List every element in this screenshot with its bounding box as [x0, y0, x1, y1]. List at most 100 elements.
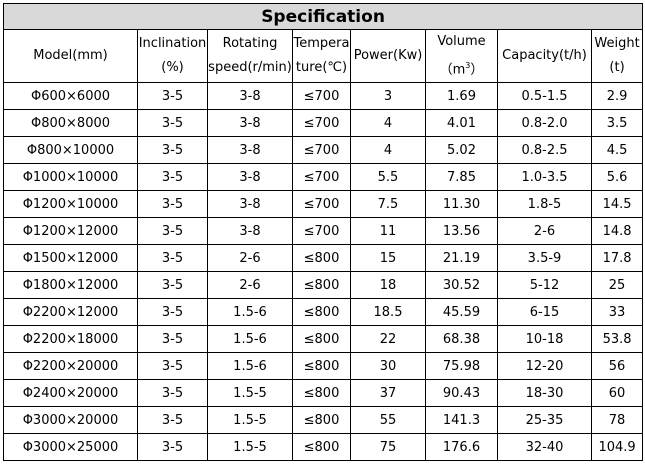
cell-rotating-speed: 3-8 — [207, 163, 293, 192]
cell-model: Φ2200×18000 — [3, 325, 138, 354]
cell-temperature: ≤800 — [292, 298, 351, 327]
cell-weight: 2.9 — [590, 82, 644, 111]
cell-weight: 25 — [590, 271, 644, 300]
cell-model: Φ1200×12000 — [3, 217, 138, 246]
cell-temperature: ≤700 — [292, 82, 351, 111]
cell-volume: 4.01 — [425, 109, 498, 138]
header-model: Model(mm) — [3, 28, 138, 84]
cell-rotating-speed: 1.5-5 — [207, 406, 293, 435]
cell-volume: 1.69 — [425, 82, 498, 111]
cell-inclination: 3-5 — [137, 217, 208, 246]
cell-capacity: 1.0-3.5 — [497, 163, 592, 192]
cell-inclination: 3-5 — [137, 379, 208, 408]
cell-rotating-speed: 3-8 — [207, 217, 293, 246]
cell-inclination: 3-5 — [137, 433, 208, 462]
cell-temperature: ≤800 — [292, 406, 351, 435]
cell-rotating-speed: 3-8 — [207, 190, 293, 219]
cell-volume: 90.43 — [425, 379, 498, 408]
cell-weight: 56 — [590, 352, 644, 381]
cell-model: Φ800×10000 — [3, 136, 138, 165]
cell-weight: 5.6 — [590, 163, 644, 192]
cell-capacity: 0.8-2.0 — [497, 109, 592, 138]
volume-unit-close: ） — [470, 62, 484, 78]
title-row: Specification — [2, 3, 644, 30]
header-rotating-line2: speed(r/min) — [208, 60, 292, 76]
volume-unit-exponent: 3 — [465, 61, 471, 70]
header-inclination-line2: (%) — [161, 60, 184, 76]
cell-weight: 104.9 — [590, 433, 644, 462]
cell-volume: 176.6 — [425, 433, 498, 462]
cell-model: Φ2200×20000 — [3, 352, 138, 381]
header-weight-line2: (t) — [609, 60, 625, 76]
cell-inclination: 3-5 — [137, 325, 208, 354]
table-row: Φ1000×10000 3-5 3-8 ≤700 5.5 7.85 1.0-3.5 5.6 — [3, 163, 644, 192]
cell-inclination: 3-5 — [137, 109, 208, 138]
cell-capacity: 18-30 — [497, 379, 592, 408]
header-temperature-line1: Tempera — [293, 36, 350, 52]
cell-power: 55 — [350, 406, 426, 435]
table-row: Φ2200×20000 3-5 1.5-6 ≤800 30 75.98 12-20 56 — [3, 352, 644, 381]
cell-temperature: ≤700 — [292, 136, 351, 165]
cell-rotating-speed: 3-8 — [207, 109, 293, 138]
cell-power: 7.5 — [350, 190, 426, 219]
cell-volume: 68.38 — [425, 325, 498, 354]
cell-volume: 75.98 — [425, 352, 498, 381]
cell-weight: 33 — [590, 298, 644, 327]
cell-capacity: 0.8-2.5 — [497, 136, 592, 165]
cell-model: Φ2200×12000 — [3, 298, 138, 327]
cell-capacity: 32-40 — [497, 433, 592, 462]
table-title: Specification — [2, 3, 644, 30]
cell-temperature: ≤800 — [292, 271, 351, 300]
cell-temperature: ≤800 — [292, 433, 351, 462]
cell-weight: 14.5 — [590, 190, 644, 219]
cell-capacity: 5-12 — [497, 271, 592, 300]
cell-power: 37 — [350, 379, 426, 408]
header-temperature-line2: ture(℃) — [295, 60, 348, 76]
header-inclination: Inclination (%) — [137, 28, 208, 84]
cell-power: 4 — [350, 109, 426, 138]
table-row: Φ1200×10000 3-5 3-8 ≤700 7.5 11.30 1.8-5 14.5 — [3, 190, 644, 219]
header-weight-line1: Weight — [594, 36, 640, 52]
cell-volume: 30.52 — [425, 271, 498, 300]
cell-temperature: ≤800 — [292, 325, 351, 354]
cell-model: Φ1500×12000 — [3, 244, 138, 273]
cell-inclination: 3-5 — [137, 190, 208, 219]
cell-rotating-speed: 3-8 — [207, 136, 293, 165]
cell-rotating-speed: 2-6 — [207, 244, 293, 273]
table-row: Φ2200×18000 3-5 1.5-6 ≤800 22 68.38 10-18 53.8 — [3, 325, 644, 354]
cell-model: Φ600×6000 — [3, 82, 138, 111]
table-row: Φ1500×12000 3-5 2-6 ≤800 15 21.19 3.5-9 17.8 — [3, 244, 644, 273]
cell-rotating-speed: 1.5-6 — [207, 325, 293, 354]
cell-capacity: 6-15 — [497, 298, 592, 327]
cell-rotating-speed: 2-6 — [207, 271, 293, 300]
cell-volume: 141.3 — [425, 406, 498, 435]
header-power: Power(Kw) — [350, 28, 426, 84]
cell-power: 18 — [350, 271, 426, 300]
cell-capacity: 0.5-1.5 — [497, 82, 592, 111]
cell-weight: 14.8 — [590, 217, 644, 246]
cell-power: 11 — [350, 217, 426, 246]
cell-weight: 60 — [590, 379, 644, 408]
cell-volume: 45.59 — [425, 298, 498, 327]
cell-rotating-speed: 1.5-5 — [207, 379, 293, 408]
cell-model: Φ800×8000 — [3, 109, 138, 138]
cell-inclination: 3-5 — [137, 136, 208, 165]
cell-model: Φ1200×10000 — [3, 190, 138, 219]
table-row: Φ3000×25000 3-5 1.5-5 ≤800 75 176.6 32-40 104.9 — [3, 433, 644, 462]
cell-model: Φ1000×10000 — [3, 163, 138, 192]
cell-capacity: 2-6 — [497, 217, 592, 246]
table-row: Φ3000×20000 3-5 1.5-5 ≤800 55 141.3 25-35 78 — [3, 406, 644, 435]
cell-temperature: ≤700 — [292, 190, 351, 219]
cell-power: 18.5 — [350, 298, 426, 327]
table-row: Φ2200×12000 3-5 1.5-6 ≤800 18.5 45.59 6-15 33 — [3, 298, 644, 327]
cell-temperature: ≤800 — [292, 244, 351, 273]
cell-inclination: 3-5 — [137, 82, 208, 111]
cell-inclination: 3-5 — [137, 406, 208, 435]
cell-capacity: 3.5-9 — [497, 244, 592, 273]
header-volume-line2: （m3） — [427, 54, 497, 82]
cell-weight: 53.8 — [590, 325, 644, 354]
cell-power: 30 — [350, 352, 426, 381]
cell-power: 75 — [350, 433, 426, 462]
cell-power: 5.5 — [350, 163, 426, 192]
cell-model: Φ3000×20000 — [3, 406, 138, 435]
